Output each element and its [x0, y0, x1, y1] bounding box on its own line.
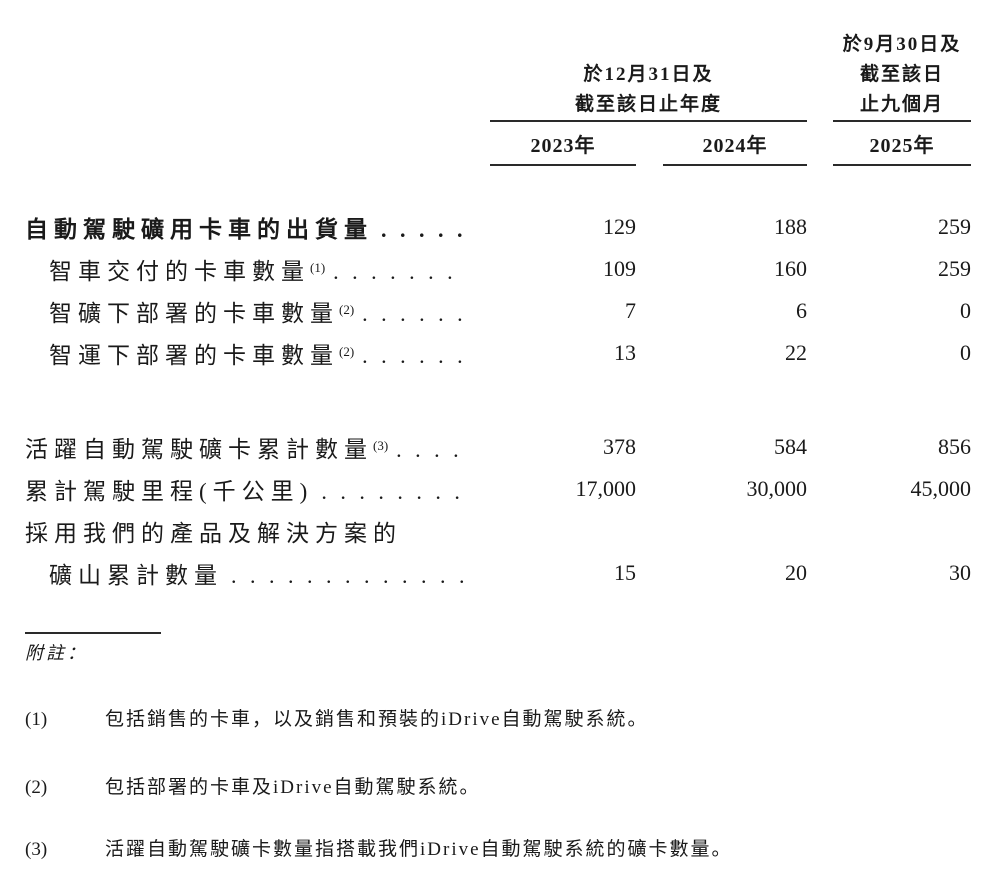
row-label: 自動駕駛礦用卡車的出貨量 — [25, 210, 490, 244]
value-cell: 6 — [796, 298, 807, 323]
column-group-annual: 於12月31日及 截至該日止年度 — [490, 32, 807, 122]
footnote-text: 包括銷售的卡車，以及銷售和預裝的iDrive自動駕駛系統。 — [105, 709, 649, 730]
dot-leader — [231, 563, 464, 589]
footnote-text: 包括部署的卡車及iDrive自動駕駛系統。 — [105, 777, 481, 798]
row-label: 智車交付的卡車數量 (1) — [25, 252, 490, 286]
row-label: 活躍自動駕駛礦卡累計數量 (3) — [25, 430, 490, 464]
row-label-text: 智運下部署的卡車數量 — [49, 343, 339, 368]
table-body: 自動駕駛礦用卡車的出貨量 129 188 259 智車交付的卡車數量(1) 10… — [25, 206, 971, 594]
value-cell: 0 — [960, 340, 971, 365]
footnote-number: (1) — [25, 709, 48, 730]
value-cell: 584 — [774, 434, 807, 459]
table-header-groups: 於12月31日及 截至該日止年度 於9月30日及 截至該日 止九個月 — [25, 32, 971, 122]
row-label: 智運下部署的卡車數量 (2) — [25, 336, 490, 370]
footnote-item: (1) 包括銷售的卡車，以及銷售和預裝的iDrive自動駕駛系統。 — [25, 708, 971, 732]
footnote-item: (3) 活躍自動駕駛礦卡數量指搭載我們iDrive自動駕駛系統的礦卡數量。 — [25, 838, 971, 862]
value-cell: 20 — [785, 560, 807, 585]
value-cell: 856 — [938, 434, 971, 459]
dot-leader — [362, 301, 464, 327]
value-cell: 259 — [938, 214, 971, 239]
row-label-text: 智車交付的卡車數量 — [49, 259, 310, 284]
column-group-nine-months: 於9月30日及 截至該日 止九個月 — [833, 32, 971, 122]
table-row: 智車交付的卡車數量(1) 109 160 259 — [25, 248, 971, 290]
value-cell: 17,000 — [575, 476, 637, 501]
column-group-nine-months-line2: 截至該日 — [859, 64, 944, 85]
footnote-text: 活躍自動駕駛礦卡數量指搭載我們iDrive自動駕駛系統的礦卡數量。 — [105, 839, 733, 860]
year-header-2024: 2024年 — [663, 134, 807, 166]
table-row: 活躍自動駕駛礦卡累計數量(3) 378 584 856 — [25, 426, 971, 468]
column-group-nine-months-line3: 止九個月 — [859, 94, 944, 115]
value-cell: 13 — [614, 340, 636, 365]
table-row: 智礦下部署的卡車數量(2) 7 6 0 — [25, 290, 971, 332]
column-group-annual-line1: 於12月31日及 — [583, 64, 714, 85]
table-row: 自動駕駛礦用卡車的出貨量 129 188 259 — [25, 206, 971, 248]
row-label: 礦山累計數量 — [25, 556, 490, 590]
value-cell: 30,000 — [746, 476, 808, 501]
row-label: 累計駕駛里程(千公里) — [25, 472, 490, 506]
value-cell: 109 — [603, 256, 636, 281]
value-cell: 7 — [625, 298, 636, 323]
column-group-annual-line2: 截至該日止年度 — [574, 94, 722, 115]
dot-leader — [362, 343, 464, 369]
value-cell: 259 — [938, 256, 971, 281]
dot-leader — [396, 437, 464, 463]
table-row: 累計駕駛里程(千公里) 17,000 30,000 45,000 — [25, 468, 971, 510]
dot-leader — [321, 479, 464, 505]
footnote-number: (3) — [25, 839, 48, 860]
row-label-text: 智礦下部署的卡車數量 — [49, 301, 339, 326]
dot-leader — [333, 259, 464, 285]
value-cell: 30 — [949, 560, 971, 585]
value-cell: 129 — [603, 214, 636, 239]
footnotes-list: (1) 包括銷售的卡車，以及銷售和預裝的iDrive自動駕駛系統。 (2) 包括… — [25, 708, 971, 862]
footnote-divider — [25, 632, 161, 634]
row-label-text: 活躍自動駕駛礦卡累計數量 — [25, 437, 373, 462]
value-cell: 0 — [960, 298, 971, 323]
year-header-2023: 2023年 — [490, 134, 636, 166]
table-row: 礦山累計數量 15 20 30 — [25, 552, 971, 594]
value-cell: 378 — [603, 434, 636, 459]
footnote-item: (2) 包括部署的卡車及iDrive自動駕駛系統。 — [25, 776, 971, 800]
column-group-nine-months-line1: 於9月30日及 — [842, 34, 962, 55]
value-cell: 160 — [774, 256, 807, 281]
value-cell: 22 — [785, 340, 807, 365]
value-cell: 188 — [774, 214, 807, 239]
table-row: 採用我們的產品及解決方案的 — [25, 510, 971, 552]
row-label-text: 累計駕駛里程(千公里) — [25, 479, 314, 504]
value-cell: 15 — [614, 560, 636, 585]
value-cell: 45,000 — [910, 476, 972, 501]
footnotes-heading: 附註： — [25, 643, 88, 663]
row-label-text: 礦山累計數量 — [49, 563, 223, 588]
row-label: 智礦下部署的卡車數量 (2) — [25, 294, 490, 328]
footnote-number: (2) — [25, 777, 48, 798]
table-year-header-row: 2023年 2024年 2025年 — [25, 134, 971, 166]
dot-leader — [381, 217, 464, 243]
row-label-text: 採用我們的產品及解決方案的 — [25, 521, 402, 546]
row-label-text: 自動駕駛礦用卡車的出貨量 — [25, 217, 373, 242]
year-header-2025: 2025年 — [833, 134, 971, 166]
table-row: 智運下部署的卡車數量(2) 13 22 0 — [25, 332, 971, 374]
row-label: 採用我們的產品及解決方案的 — [25, 514, 490, 548]
